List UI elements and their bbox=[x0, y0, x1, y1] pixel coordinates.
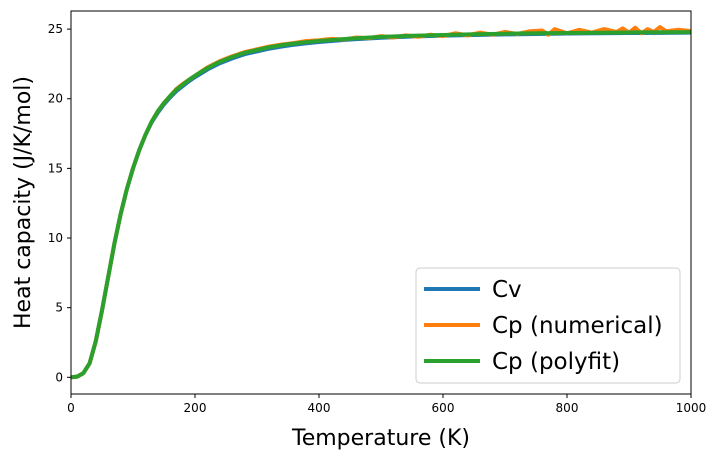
legend-box bbox=[415, 267, 681, 384]
x-tick-label: 200 bbox=[184, 401, 207, 415]
x-tick-label: 800 bbox=[556, 401, 579, 415]
y-axis-title: Heat capacity (J/K/mol) bbox=[11, 76, 36, 329]
legend-label: Cv bbox=[492, 277, 522, 303]
x-axis-ticks: 0 200 400 600 800 1000 bbox=[67, 394, 706, 415]
legend-label: Cp (numerical) bbox=[492, 313, 663, 339]
x-axis-title: Temperature (K) bbox=[291, 426, 470, 451]
x-tick-label: 0 bbox=[67, 401, 75, 415]
y-axis-ticks: 0 5 10 15 20 25 bbox=[48, 22, 71, 384]
series-lines bbox=[71, 25, 691, 380]
x-tick-label: 400 bbox=[308, 401, 331, 415]
x-tick-label: 600 bbox=[432, 401, 455, 415]
y-tick-label: 20 bbox=[48, 92, 63, 106]
y-tick-label: 5 bbox=[55, 301, 63, 315]
series-line-3 bbox=[71, 30, 691, 380]
legend-label: Cp (polyfit) bbox=[492, 349, 620, 375]
y-tick-label: 10 bbox=[48, 231, 63, 245]
legend: Cv Cp (numerical) Cp (polyfit) bbox=[415, 267, 681, 384]
x-tick-label: 1000 bbox=[676, 401, 707, 415]
y-tick-label: 15 bbox=[48, 161, 63, 175]
axes-frame bbox=[70, 10, 692, 395]
plot-area bbox=[70, 10, 692, 395]
y-tick-label: 0 bbox=[55, 370, 63, 384]
y-tick-label: 25 bbox=[48, 22, 63, 36]
